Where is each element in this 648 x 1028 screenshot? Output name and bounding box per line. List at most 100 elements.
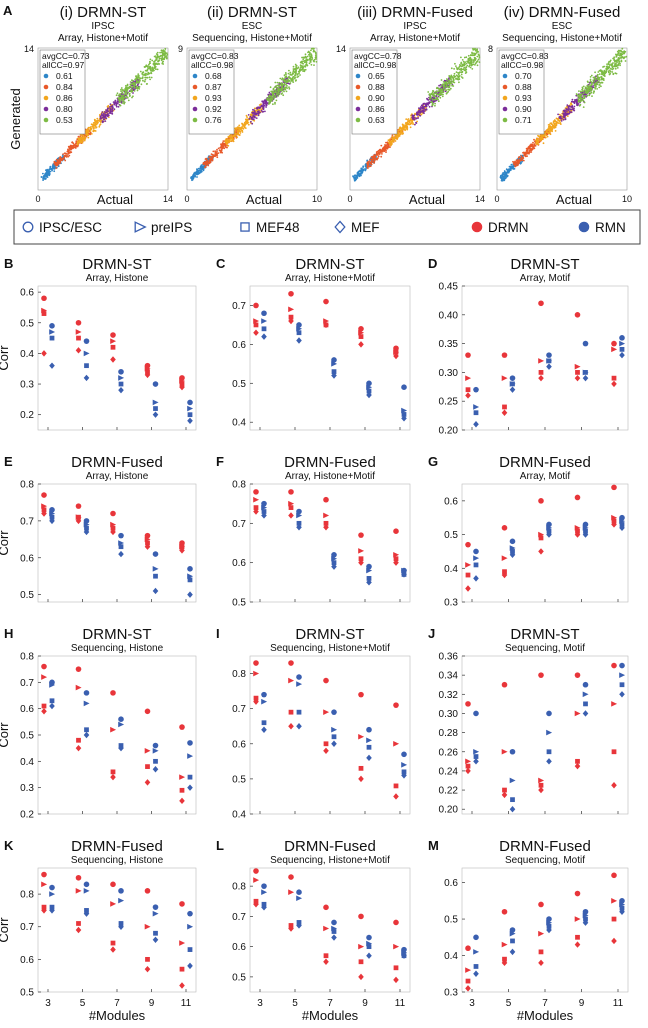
- scatter-point: [51, 168, 53, 170]
- scatter-point: [593, 90, 595, 92]
- scatter-point: [623, 57, 625, 59]
- scatter-point: [446, 78, 448, 80]
- scatter-point: [101, 114, 103, 116]
- scatter-point: [293, 66, 295, 68]
- scatter-point: [129, 95, 131, 97]
- scatter-point: [222, 144, 224, 146]
- scatter-point: [567, 115, 569, 117]
- scatter-point: [598, 87, 600, 89]
- scatter-point: [378, 153, 380, 155]
- scatter-point: [427, 91, 429, 93]
- scatter-point: [621, 61, 623, 63]
- scatter-point: [238, 125, 240, 127]
- scatter-point: [563, 111, 565, 113]
- scatter-point: [76, 145, 78, 147]
- scatter-point: [446, 87, 448, 89]
- rmn-marker: [583, 370, 588, 375]
- scatter-point: [199, 170, 201, 172]
- scatter-point: [123, 99, 125, 101]
- scatter-point: [121, 98, 123, 100]
- scatter-point: [591, 95, 593, 97]
- drmn-marker: [253, 489, 259, 495]
- scatter-point: [287, 81, 289, 83]
- legend-label: preIPS: [151, 220, 192, 235]
- module-cc-value: 0.93: [205, 93, 222, 103]
- scatter-point: [64, 160, 66, 162]
- scatter-point: [355, 176, 357, 178]
- scatter-point: [166, 57, 168, 59]
- rmn-marker: [153, 381, 159, 387]
- y-tick-label: 0.4: [20, 349, 34, 360]
- rmn-marker: [510, 539, 516, 545]
- scatter-point: [258, 110, 260, 112]
- scatter-point: [374, 155, 376, 157]
- scatter-point: [313, 64, 315, 66]
- scatter-point: [295, 64, 297, 66]
- scatter-point: [48, 169, 50, 171]
- scatter-point: [236, 136, 238, 138]
- scatter-point: [62, 153, 64, 155]
- scatter-point: [605, 68, 607, 70]
- y-tick-label: 0.2: [20, 810, 34, 821]
- scatter-point: [220, 143, 222, 145]
- scatter-point: [412, 123, 414, 125]
- scatter-point: [64, 152, 66, 154]
- rmn-marker: [49, 323, 55, 329]
- scatter-point: [385, 142, 387, 144]
- scatter-point: [70, 151, 72, 153]
- scatter-point: [525, 156, 527, 158]
- scatter-point: [578, 90, 580, 92]
- scatter-point: [566, 104, 568, 106]
- scatter-point: [250, 121, 252, 123]
- scatter-point: [71, 148, 73, 150]
- scatter-point: [283, 91, 285, 93]
- scatter-point: [220, 152, 222, 154]
- plot-area: [38, 656, 196, 814]
- x-tick-label: 0: [347, 194, 352, 204]
- scatter-point: [358, 170, 360, 172]
- rmn-marker: [297, 330, 302, 335]
- panel-title: DRMN-ST: [510, 256, 579, 273]
- rmn-marker: [118, 716, 124, 722]
- scatter-point: [278, 91, 280, 93]
- module-color-dot: [503, 107, 508, 112]
- scatter-point: [155, 57, 157, 59]
- scatter-point: [310, 61, 312, 63]
- scatter-point: [258, 112, 260, 114]
- drmn-marker: [393, 528, 399, 534]
- scatter-point: [283, 80, 285, 82]
- scatter-point: [454, 82, 456, 84]
- drmn-marker: [111, 345, 116, 350]
- scatter-point: [119, 97, 121, 99]
- drmn-marker: [575, 495, 581, 501]
- scatter-point: [399, 130, 401, 132]
- y-tick-label: 0.5: [20, 318, 34, 329]
- scatter-point: [446, 84, 448, 86]
- scatter-point: [584, 95, 586, 97]
- scatter-point: [221, 152, 223, 154]
- module-cc-value: 0.70: [515, 71, 532, 81]
- scatter-point: [305, 57, 307, 59]
- scatter-point: [275, 85, 277, 87]
- scatter-point: [268, 96, 270, 98]
- scatter-point: [410, 118, 412, 120]
- module-color-dot: [193, 74, 198, 79]
- scatter-point: [271, 98, 273, 100]
- scatter-point: [155, 55, 157, 57]
- scatter-point: [395, 134, 397, 136]
- scatter-point: [597, 83, 599, 85]
- scatter-point: [547, 136, 549, 138]
- scatter-point: [555, 125, 557, 127]
- scatter-point: [111, 105, 113, 107]
- scatter-point: [463, 65, 465, 67]
- scatter-point: [269, 94, 271, 96]
- scatter-point: [462, 59, 464, 61]
- scatter-point: [617, 67, 619, 69]
- scatter-point: [279, 78, 281, 80]
- scatter-point: [616, 73, 618, 75]
- scatter-point: [205, 163, 207, 165]
- scatter-point: [590, 90, 592, 92]
- scatter-point: [55, 167, 57, 169]
- drmn-marker: [253, 303, 259, 309]
